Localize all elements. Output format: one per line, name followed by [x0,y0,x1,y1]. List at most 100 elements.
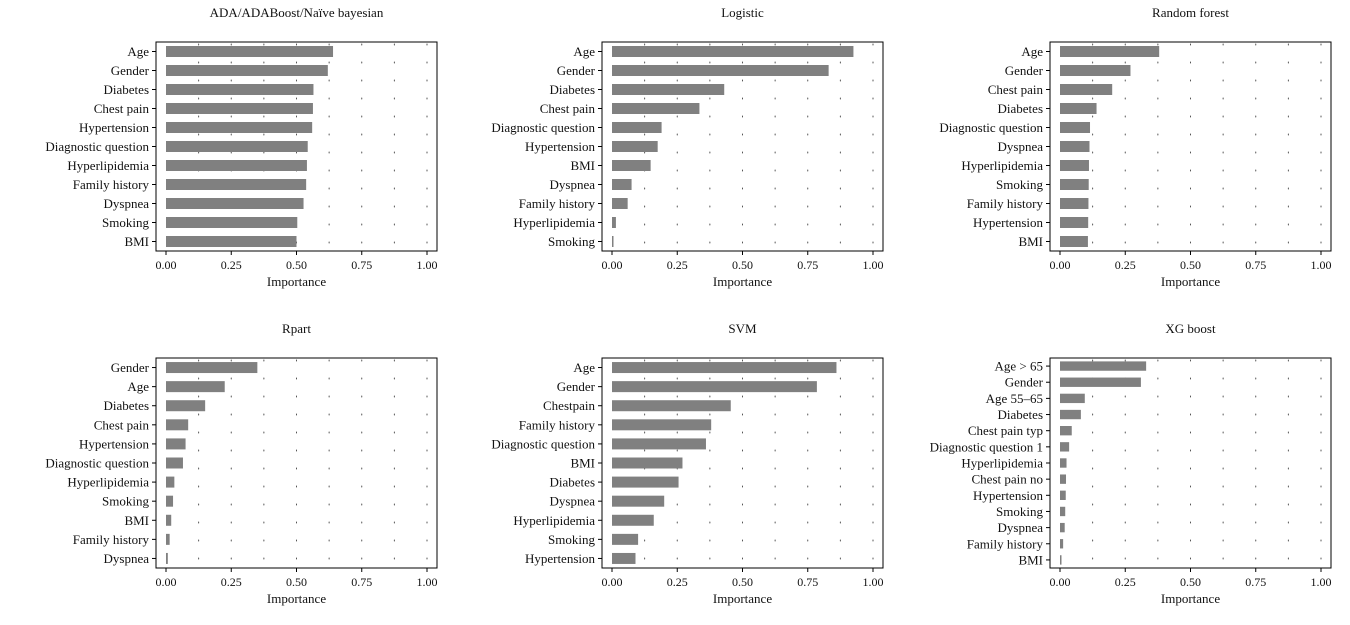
x-tick-label: 1.00 [1311,258,1332,272]
bar [612,141,658,152]
bar [1060,65,1131,76]
category-label: Gender [111,360,150,375]
bar [1060,377,1141,387]
x-tick-label: 0.75 [797,575,818,589]
x-tick-label: 1.00 [1311,575,1332,589]
bar [166,84,314,95]
bar [612,514,654,526]
x-tick-label: 0.00 [156,575,177,589]
bar [612,84,725,95]
bar [166,362,258,374]
bar [166,141,308,152]
bar [166,217,298,228]
bar [1060,361,1147,371]
category-label: Hypertension [79,120,150,135]
bar [612,236,614,247]
bar [166,495,174,507]
category-label: Smoking [548,234,595,249]
chart-title: Logistic [721,5,764,20]
category-label: Age > 65 [995,359,1044,374]
bar [1060,555,1062,565]
category-label: Hyperlipidemia [513,513,595,528]
category-label: Dyspnea [104,551,150,566]
category-label: Chestpain [543,398,595,413]
category-label: Dyspnea [550,177,596,192]
category-label: Age [573,44,595,59]
x-tick-label: 0.75 [351,575,372,589]
category-label: Smoking [996,504,1043,519]
category-label: Chest pain typ [968,423,1043,438]
category-label: Age [1021,44,1043,59]
x-tick-label: 0.75 [797,258,818,272]
bar [166,533,170,545]
category-label: Gender [111,63,150,78]
x-tick-label: 0.25 [221,258,242,272]
x-tick-label: 0.25 [221,575,242,589]
x-tick-label: 0.75 [1245,258,1266,272]
bar [1060,490,1066,500]
bar [1060,442,1070,452]
category-label: Family history [519,417,596,432]
category-label: Diabetes [550,475,595,490]
x-tick-label: 1.00 [863,575,884,589]
plot-frame [1049,357,1332,569]
category-label: Gender [557,63,596,78]
bar [1060,393,1085,404]
bar [1060,458,1067,468]
bar [1060,84,1113,95]
bar [166,438,186,450]
category-label: Diagnostic question [45,456,149,471]
x-tick-label: 0.25 [667,575,688,589]
bar [166,514,172,526]
category-label: Hypertension [525,551,596,566]
bar [1060,522,1065,533]
bar [612,495,665,507]
category-label: Hypertension [525,139,596,154]
x-tick-label: 0.00 [156,258,177,272]
bar [1060,103,1097,114]
bar [166,457,183,469]
category-label: Hyperlipidemia [961,456,1043,471]
x-tick-label: 0.50 [732,258,753,272]
category-label: Hyperlipidemia [961,158,1043,173]
bar [166,476,175,488]
chart-title: SVM [728,321,757,336]
category-label: Dyspnea [550,494,596,509]
bar [612,419,712,431]
bar [1060,426,1072,436]
category-label: Family history [519,196,596,211]
chart-title: XG boost [1165,321,1216,336]
category-label: Age [127,379,149,394]
category-label: Chest pain [988,82,1044,97]
bar [1060,474,1067,484]
x-tick-label: 0.50 [1180,575,1201,589]
category-label: Family history [967,196,1044,211]
category-label: Dyspnea [104,196,150,211]
category-label: Dyspnea [998,520,1044,535]
category-label: Gender [1005,63,1044,78]
category-label: Diagnostic question [939,120,1043,135]
category-label: Diagnostic question 1 [930,439,1043,454]
x-axis-title: Importance [1161,274,1220,289]
bar [612,552,636,564]
chart-panel: Rpart Gender Age Diabetes Chest pain Hyperten… [45,321,438,606]
category-label: Age 55–65 [986,391,1043,406]
category-label: Hyperlipidemia [67,475,149,490]
bar [166,552,168,564]
bar [612,65,829,76]
chart-panel: ADA/ADABoost/Naïve bayesian Age Gender Diab… [45,5,438,289]
category-label: Diagnostic question [45,139,149,154]
bar [612,103,700,114]
category-label: BMI [124,234,149,249]
bar [1060,198,1089,209]
category-label: BMI [124,513,149,528]
category-label: Hypertension [79,436,150,451]
category-label: Dyspnea [998,139,1044,154]
bar [1060,160,1089,171]
category-label: Smoking [548,532,595,547]
bar [1060,179,1089,190]
bar [612,46,854,57]
x-tick-label: 0.50 [286,258,307,272]
x-tick-label: 0.00 [602,258,623,272]
